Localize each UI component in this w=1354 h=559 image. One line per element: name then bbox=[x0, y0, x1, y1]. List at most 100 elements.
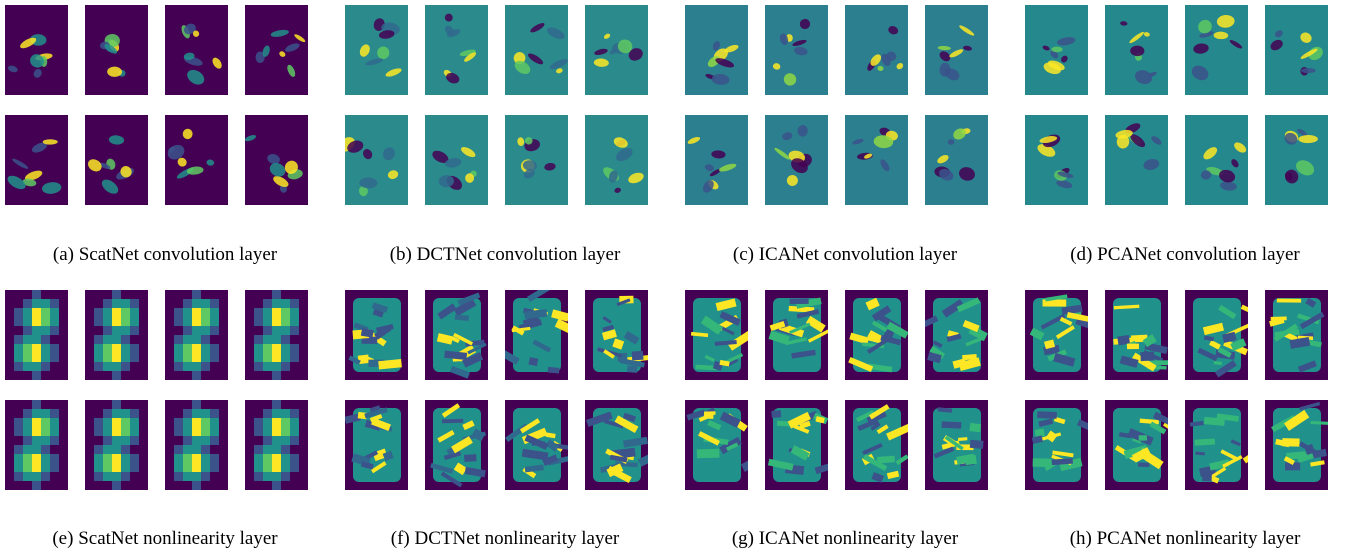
pixel bbox=[281, 308, 291, 318]
stripe bbox=[771, 410, 781, 418]
pixel bbox=[245, 454, 255, 464]
pixel bbox=[183, 445, 193, 455]
pixel bbox=[139, 472, 149, 482]
pixel bbox=[41, 308, 51, 318]
pixel bbox=[192, 344, 202, 354]
pixel bbox=[41, 472, 51, 482]
pixel bbox=[165, 317, 175, 327]
pixel bbox=[121, 481, 131, 491]
pixel bbox=[219, 317, 229, 327]
pixel bbox=[299, 353, 309, 363]
pixel bbox=[201, 481, 211, 491]
pixel bbox=[201, 362, 211, 372]
pixel bbox=[32, 472, 42, 482]
stripe bbox=[1139, 435, 1147, 440]
pixel bbox=[130, 427, 140, 437]
pixel bbox=[272, 290, 282, 300]
pixel bbox=[165, 418, 175, 428]
pixel bbox=[174, 463, 184, 473]
pixel bbox=[290, 400, 300, 410]
pixel bbox=[14, 454, 24, 464]
pixel bbox=[263, 362, 273, 372]
pixel bbox=[85, 436, 95, 446]
thumbnail bbox=[425, 115, 488, 205]
pixel bbox=[254, 463, 264, 473]
pixel bbox=[192, 353, 202, 363]
pixel bbox=[94, 308, 104, 318]
pixel bbox=[183, 454, 193, 464]
pixel bbox=[14, 344, 24, 354]
pixel bbox=[263, 317, 273, 327]
pixel bbox=[174, 290, 184, 300]
pixel bbox=[85, 290, 95, 300]
pixel bbox=[290, 290, 300, 300]
pixel bbox=[41, 317, 51, 327]
pixel bbox=[121, 308, 131, 318]
pixel bbox=[174, 308, 184, 318]
pixel bbox=[245, 353, 255, 363]
stripe bbox=[627, 365, 637, 372]
pixel bbox=[272, 445, 282, 455]
pixel bbox=[112, 481, 122, 491]
pixel bbox=[130, 463, 140, 473]
thumbnail bbox=[165, 115, 228, 205]
pixel bbox=[94, 481, 104, 491]
pixel bbox=[41, 454, 51, 464]
pixel bbox=[183, 353, 193, 363]
pixel bbox=[23, 427, 33, 437]
pixel bbox=[210, 290, 220, 300]
pixel bbox=[59, 317, 69, 327]
pixel bbox=[50, 436, 60, 446]
pixel bbox=[59, 299, 69, 309]
pixel bbox=[281, 335, 291, 345]
thumbnail bbox=[925, 5, 988, 95]
pixel bbox=[281, 362, 291, 372]
pixel bbox=[219, 427, 229, 437]
pixel bbox=[183, 481, 193, 491]
thumbnail bbox=[1185, 5, 1248, 95]
pixel bbox=[165, 308, 175, 318]
pixel bbox=[112, 362, 122, 372]
pixel bbox=[201, 290, 211, 300]
pixel bbox=[85, 418, 95, 428]
pixel bbox=[165, 481, 175, 491]
pixel bbox=[112, 371, 122, 381]
pixel bbox=[59, 353, 69, 363]
pixel bbox=[103, 481, 113, 491]
pixel bbox=[272, 317, 282, 327]
pixel bbox=[192, 454, 202, 464]
pixel bbox=[85, 371, 95, 381]
pixel bbox=[59, 308, 69, 318]
pixel bbox=[50, 344, 60, 354]
pixel bbox=[139, 427, 149, 437]
pixel bbox=[281, 418, 291, 428]
pixel bbox=[192, 290, 202, 300]
pixel bbox=[59, 454, 69, 464]
pixel bbox=[14, 472, 24, 482]
pixel bbox=[41, 445, 51, 455]
pixel bbox=[192, 326, 202, 336]
pixel bbox=[210, 371, 220, 381]
pixel bbox=[23, 335, 33, 345]
pixel bbox=[5, 344, 15, 354]
pixel bbox=[85, 335, 95, 345]
pixel bbox=[85, 400, 95, 410]
pixel bbox=[121, 371, 131, 381]
stripe bbox=[548, 367, 560, 374]
pixel bbox=[130, 445, 140, 455]
pixel bbox=[130, 326, 140, 336]
thumbnail bbox=[585, 115, 648, 205]
pixel bbox=[192, 436, 202, 446]
stripe bbox=[1195, 438, 1216, 445]
pixel bbox=[139, 317, 149, 327]
pixel bbox=[23, 418, 33, 428]
pixel bbox=[59, 335, 69, 345]
pixel bbox=[174, 371, 184, 381]
pixel bbox=[41, 400, 51, 410]
pixel bbox=[254, 335, 264, 345]
thumbnail-bg bbox=[845, 5, 908, 95]
thumbnail bbox=[923, 290, 988, 380]
pixel bbox=[165, 335, 175, 345]
pixel bbox=[112, 454, 122, 464]
pixel bbox=[59, 344, 69, 354]
